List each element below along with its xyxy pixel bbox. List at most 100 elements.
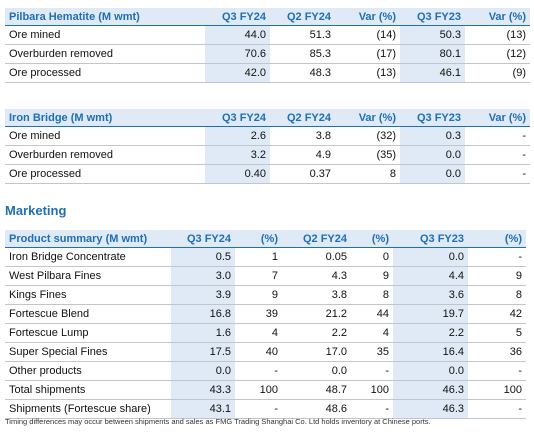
table-cell: 3.6 bbox=[393, 285, 468, 305]
table-cell: 4.9 bbox=[270, 145, 335, 165]
table-cell: 100 bbox=[351, 380, 393, 400]
table-cell: 17.5 bbox=[171, 342, 235, 362]
table-cell: 9 bbox=[351, 266, 393, 286]
row-label: Other products bbox=[5, 361, 171, 381]
column-header: Iron Bridge (M wmt) bbox=[5, 109, 205, 127]
table-cell: 43.3 bbox=[171, 380, 235, 400]
table-cell: - bbox=[465, 145, 530, 165]
table-cell: 39 bbox=[235, 304, 282, 324]
table-cell: 0.05 bbox=[282, 247, 351, 267]
column-header: Q3 FY24 bbox=[171, 230, 235, 248]
column-header: (%) bbox=[235, 230, 282, 248]
table-cell: 48.7 bbox=[282, 380, 351, 400]
footnote: Timing differences may occur between shi… bbox=[5, 417, 431, 426]
table-cell: 80.1 bbox=[400, 44, 465, 64]
column-header: Var (%) bbox=[335, 109, 400, 127]
table-cell: 0.37 bbox=[270, 164, 335, 184]
column-header: Q3 FY23 bbox=[400, 8, 465, 26]
table-cell: 0.0 bbox=[171, 361, 235, 381]
column-header: Var (%) bbox=[465, 109, 530, 127]
table-cell: 85.3 bbox=[270, 44, 335, 64]
table-cell: 8 bbox=[335, 164, 400, 184]
table-cell: (32) bbox=[335, 126, 400, 146]
table-cell: - bbox=[468, 399, 526, 419]
column-header: (%) bbox=[351, 230, 393, 248]
table-row: West Pilbara Fines 3.0 7 4.3 9 4.4 9 bbox=[5, 266, 526, 286]
column-header: Q3 FY24 bbox=[205, 8, 270, 26]
table-cell: 0.0 bbox=[400, 164, 465, 184]
table-cell: 0.0 bbox=[393, 247, 468, 267]
column-header: Q2 FY24 bbox=[270, 8, 335, 26]
table-header-row: Product summary (M wmt) Q3 FY24 (%) Q2 F… bbox=[5, 230, 526, 248]
row-label: Super Special Fines bbox=[5, 342, 171, 362]
column-header: Q2 FY24 bbox=[270, 109, 335, 127]
table-row: Shipments (Fortescue share) 43.1 - 48.6 … bbox=[5, 399, 526, 419]
table-cell: 17.0 bbox=[282, 342, 351, 362]
row-label: Ore processed bbox=[5, 63, 205, 83]
table-cell: - bbox=[351, 399, 393, 419]
column-header: Q2 FY24 bbox=[282, 230, 351, 248]
column-header: Product summary (M wmt) bbox=[5, 230, 171, 248]
table-cell: 2.2 bbox=[282, 323, 351, 343]
column-header: Pilbara Hematite (M wmt) bbox=[5, 8, 205, 26]
table-cell: 0.5 bbox=[171, 247, 235, 267]
table-row: Total shipments 43.3 100 48.7 100 46.3 1… bbox=[5, 380, 526, 400]
table-cell: 46.1 bbox=[400, 63, 465, 83]
table-cell: 100 bbox=[235, 380, 282, 400]
table-cell: 4.4 bbox=[393, 266, 468, 286]
table-cell: 51.3 bbox=[270, 25, 335, 45]
row-label: Iron Bridge Concentrate bbox=[5, 247, 171, 267]
table-cell: 0.40 bbox=[205, 164, 270, 184]
table-cell: (14) bbox=[335, 25, 400, 45]
table-cell: 35 bbox=[351, 342, 393, 362]
table-cell: - bbox=[468, 247, 526, 267]
table-row: Ore processed 42.0 48.3 (13) 46.1 (9) bbox=[5, 63, 530, 83]
product-summary-table: Product summary (M wmt) Q3 FY24 (%) Q2 F… bbox=[5, 230, 526, 419]
table-cell: 3.8 bbox=[282, 285, 351, 305]
table-cell: 16.8 bbox=[171, 304, 235, 324]
row-label: Total shipments bbox=[5, 380, 171, 400]
table-row: Super Special Fines 17.5 40 17.0 35 16.4… bbox=[5, 342, 526, 362]
table-cell: 4 bbox=[351, 323, 393, 343]
table-cell: 9 bbox=[468, 266, 526, 286]
row-label: Ore mined bbox=[5, 126, 205, 146]
table-cell: 19.7 bbox=[393, 304, 468, 324]
table-cell: 3.8 bbox=[270, 126, 335, 146]
table-cell: 44.0 bbox=[205, 25, 270, 45]
table-row: Overburden removed 3.2 4.9 (35) 0.0 - bbox=[5, 145, 530, 165]
table-row: Ore mined 2.6 3.8 (32) 0.3 - bbox=[5, 126, 530, 146]
table-cell: - bbox=[465, 164, 530, 184]
table-cell: 16.4 bbox=[393, 342, 468, 362]
table-cell: 42 bbox=[468, 304, 526, 324]
table-cell: 21.2 bbox=[282, 304, 351, 324]
table-cell: 44 bbox=[351, 304, 393, 324]
row-label: Kings Fines bbox=[5, 285, 171, 305]
column-header: (%) bbox=[468, 230, 526, 248]
table-cell: 36 bbox=[468, 342, 526, 362]
table-row: Other products 0.0 - 0.0 - 0.0 - bbox=[5, 361, 526, 381]
table-cell: (17) bbox=[335, 44, 400, 64]
pilbara-hematite-table: Pilbara Hematite (M wmt) Q3 FY24 Q2 FY24… bbox=[5, 8, 530, 83]
table-cell: (35) bbox=[335, 145, 400, 165]
table-cell: 3.2 bbox=[205, 145, 270, 165]
table-cell: 48.3 bbox=[270, 63, 335, 83]
table-cell: 100 bbox=[468, 380, 526, 400]
row-label: Fortescue Lump bbox=[5, 323, 171, 343]
table-cell: 43.1 bbox=[171, 399, 235, 419]
table-cell: 4.3 bbox=[282, 266, 351, 286]
table-cell: 8 bbox=[351, 285, 393, 305]
table-cell: 4 bbox=[235, 323, 282, 343]
table-cell: 7 bbox=[235, 266, 282, 286]
table-cell: - bbox=[468, 361, 526, 381]
table-cell: 2.6 bbox=[205, 126, 270, 146]
table-row: Iron Bridge Concentrate 0.5 1 0.05 0 0.0… bbox=[5, 247, 526, 267]
row-label: Overburden removed bbox=[5, 145, 205, 165]
row-label: Ore processed bbox=[5, 164, 205, 184]
table-cell: 0.0 bbox=[282, 361, 351, 381]
table-header-row: Pilbara Hematite (M wmt) Q3 FY24 Q2 FY24… bbox=[5, 8, 530, 26]
table-cell: - bbox=[465, 126, 530, 146]
section-title-marketing: Marketing bbox=[5, 203, 67, 218]
column-header: Q3 FY24 bbox=[205, 109, 270, 127]
table-cell: - bbox=[351, 361, 393, 381]
column-header: Q3 FY23 bbox=[393, 230, 468, 248]
